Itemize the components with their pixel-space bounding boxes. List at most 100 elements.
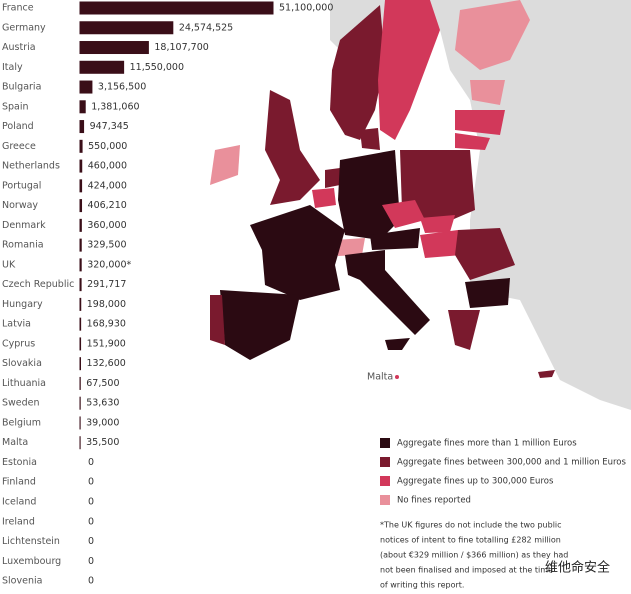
value-label: 320,000* xyxy=(87,259,131,270)
country-france xyxy=(250,205,345,300)
legend: Aggregate fines more than 1 million Euro… xyxy=(380,438,627,506)
category-label: Bulgaria xyxy=(2,82,41,93)
category-label: Luxembourg xyxy=(2,556,61,567)
category-label: Italy xyxy=(2,62,23,73)
value-label: 0 xyxy=(88,497,94,508)
value-label: 53,630 xyxy=(86,398,119,409)
category-label: Netherlands xyxy=(2,161,60,172)
value-label: 329,500 xyxy=(87,240,126,251)
category-label: Iceland xyxy=(2,497,36,508)
category-label: Hungary xyxy=(2,299,43,310)
legend-label: Aggregate fines between 300,000 and 1 mi… xyxy=(397,458,627,468)
bar xyxy=(79,60,125,74)
value-label: 947,345 xyxy=(90,121,129,132)
country-switzerland xyxy=(335,238,365,256)
category-label: Malta xyxy=(2,437,28,448)
country-latvia xyxy=(455,110,505,135)
value-label: 151,900 xyxy=(87,338,126,349)
country-belgium xyxy=(312,188,336,208)
bar xyxy=(79,357,82,371)
country-italy xyxy=(345,250,430,335)
category-label: Ireland xyxy=(2,516,35,527)
legend-label: No fines reported xyxy=(397,496,471,506)
footnote-line: *The UK figures do not include the two p… xyxy=(380,521,562,530)
map: Malta xyxy=(210,0,631,410)
value-label: 35,500 xyxy=(86,437,119,448)
category-label: Cyprus xyxy=(2,338,35,349)
category-label: Norway xyxy=(2,200,38,211)
legend-swatch xyxy=(380,476,390,486)
value-label: 11,550,000 xyxy=(130,62,184,73)
value-label: 198,000 xyxy=(87,299,126,310)
value-label: 291,717 xyxy=(87,279,126,290)
value-label: 3,156,500 xyxy=(98,82,146,93)
value-label: 460,000 xyxy=(88,161,127,172)
legend-label: Aggregate fines up to 300,000 Euros xyxy=(397,477,554,487)
value-label: 0 xyxy=(88,556,94,567)
country-austria xyxy=(370,228,420,250)
country-ireland xyxy=(210,145,240,185)
bar xyxy=(79,199,83,213)
legend-swatch xyxy=(380,457,390,467)
bar xyxy=(79,21,174,35)
category-label: Spain xyxy=(2,101,29,112)
bar xyxy=(79,120,85,134)
bar xyxy=(79,297,82,311)
footnote: *The UK figures do not include the two p… xyxy=(380,521,568,590)
category-label: Sweden xyxy=(2,398,40,409)
value-label: 168,930 xyxy=(87,319,126,330)
country-estonia xyxy=(470,80,505,105)
country-denmark xyxy=(360,128,380,150)
bar xyxy=(79,41,149,55)
value-label: 0 xyxy=(88,516,94,527)
country-portugal xyxy=(210,295,225,345)
value-label: 360,000 xyxy=(87,220,126,231)
bar xyxy=(79,80,93,94)
bar xyxy=(79,278,82,292)
category-label: Lichtenstein xyxy=(2,536,60,547)
country-norway xyxy=(330,5,385,140)
malta-dot xyxy=(395,375,399,379)
category-label: Austria xyxy=(2,42,36,53)
country-romania xyxy=(455,228,515,280)
value-label: 0 xyxy=(88,536,94,547)
value-label: 1,381,060 xyxy=(91,101,139,112)
bar xyxy=(79,337,82,351)
category-label: Finland xyxy=(2,477,36,488)
category-label: Denmark xyxy=(2,220,46,231)
map-label: Malta xyxy=(367,372,393,383)
legend-swatch xyxy=(380,438,390,448)
category-label: Germany xyxy=(2,22,46,33)
value-label: 39,000 xyxy=(86,417,119,428)
category-label: Lithuania xyxy=(2,378,46,389)
country-hungary xyxy=(420,230,462,258)
value-label: 18,107,700 xyxy=(154,42,208,53)
country-finland xyxy=(455,0,530,70)
country-czech xyxy=(382,200,425,228)
value-label: 0 xyxy=(88,457,94,468)
bar xyxy=(79,218,82,232)
country-lithuania xyxy=(455,133,490,150)
category-label: Slovakia xyxy=(2,358,42,369)
country-uk xyxy=(265,90,320,205)
value-label: 0 xyxy=(88,477,94,488)
category-label: Portugal xyxy=(2,180,41,191)
bar xyxy=(79,139,83,153)
value-label: 424,000 xyxy=(88,180,127,191)
footnote-line: of writing this report. xyxy=(380,581,464,590)
bar xyxy=(79,258,82,272)
country-slovakia xyxy=(420,215,455,233)
country-cyprus xyxy=(538,370,555,378)
bar xyxy=(79,317,82,331)
category-label: Czech Republic xyxy=(2,279,74,290)
value-label: 0 xyxy=(88,576,94,587)
category-label: Estonia xyxy=(2,457,37,468)
category-label: Slovenia xyxy=(2,576,42,587)
value-label: 132,600 xyxy=(87,358,126,369)
category-label: Greece xyxy=(2,141,36,152)
value-label: 51,100,000 xyxy=(279,3,333,14)
bar xyxy=(79,179,83,193)
category-label: Poland xyxy=(2,121,34,132)
country-sicily xyxy=(385,338,410,350)
